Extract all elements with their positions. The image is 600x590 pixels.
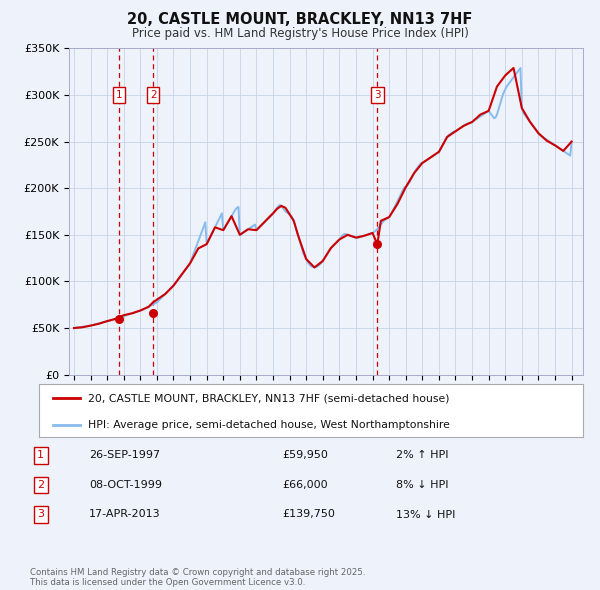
- Text: 2: 2: [37, 480, 44, 490]
- Text: £139,750: £139,750: [282, 510, 335, 519]
- Text: Price paid vs. HM Land Registry's House Price Index (HPI): Price paid vs. HM Land Registry's House …: [131, 27, 469, 40]
- Text: £59,950: £59,950: [282, 451, 328, 460]
- Text: 1: 1: [37, 451, 44, 460]
- Text: 2% ↑ HPI: 2% ↑ HPI: [396, 451, 449, 460]
- Text: HPI: Average price, semi-detached house, West Northamptonshire: HPI: Average price, semi-detached house,…: [88, 420, 450, 430]
- Text: 3: 3: [374, 90, 380, 100]
- Text: 8% ↓ HPI: 8% ↓ HPI: [396, 480, 449, 490]
- Text: 17-APR-2013: 17-APR-2013: [89, 510, 160, 519]
- Text: £66,000: £66,000: [282, 480, 328, 490]
- Text: 2: 2: [150, 90, 157, 100]
- Text: 13% ↓ HPI: 13% ↓ HPI: [396, 510, 455, 519]
- Text: 3: 3: [37, 510, 44, 519]
- Text: 20, CASTLE MOUNT, BRACKLEY, NN13 7HF (semi-detached house): 20, CASTLE MOUNT, BRACKLEY, NN13 7HF (se…: [88, 394, 449, 404]
- Text: Contains HM Land Registry data © Crown copyright and database right 2025.
This d: Contains HM Land Registry data © Crown c…: [30, 568, 365, 587]
- Text: 1: 1: [116, 90, 122, 100]
- Text: 20, CASTLE MOUNT, BRACKLEY, NN13 7HF: 20, CASTLE MOUNT, BRACKLEY, NN13 7HF: [127, 12, 473, 27]
- Text: 08-OCT-1999: 08-OCT-1999: [89, 480, 162, 490]
- Text: 26-SEP-1997: 26-SEP-1997: [89, 451, 160, 460]
